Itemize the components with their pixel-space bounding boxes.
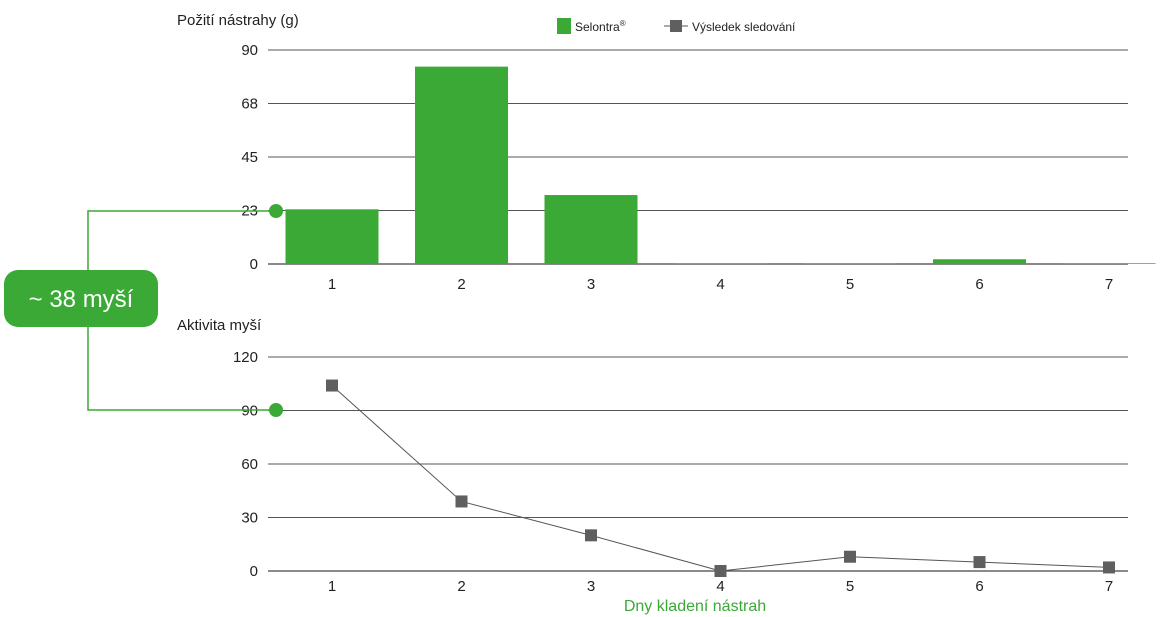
marker-day-5 — [844, 550, 856, 563]
top-y-tick-label: 0 — [250, 256, 258, 273]
bottom-gridlines — [268, 356, 1128, 572]
marker-day-3 — [585, 529, 597, 542]
annotation-bracket: ~ 38 myší — [4, 204, 283, 417]
top-bars — [285, 66, 1156, 265]
top-gridlines — [268, 49, 1128, 265]
marker-day-2 — [455, 495, 468, 508]
bottom-x-tick-label: 4 — [716, 578, 724, 595]
bar-day-4 — [674, 263, 767, 264]
bottom-x-tick-label: 3 — [587, 578, 595, 595]
bar-day-5 — [803, 263, 897, 264]
bottom-y-tick-label: 120 — [233, 349, 258, 366]
marker-day-4 — [714, 565, 727, 577]
series-line-vysledek — [331, 385, 1110, 572]
legend-label-selontra: Selontra® — [575, 19, 626, 34]
top-x-ticks: 1 2 3 4 5 6 7 — [328, 276, 1113, 293]
marker-day-1 — [326, 379, 338, 392]
bottom-y-tick-label: 30 — [241, 510, 258, 527]
top-y-tick-label: 90 — [241, 42, 258, 59]
mouse-count-label: ~ 38 myší — [29, 286, 134, 313]
top-y-tick-label: 68 — [241, 96, 258, 113]
marker-day-7 — [1103, 561, 1115, 574]
bottom-series-line — [331, 385, 1110, 572]
bottom-y-tick-label: 60 — [241, 456, 258, 473]
bottom-y-axis-label: Aktivita myší — [177, 317, 262, 334]
marker-day-6 — [973, 556, 986, 569]
top-x-tick-label: 1 — [328, 276, 336, 293]
bar-day-1 — [285, 209, 379, 264]
legend-label-vysledek: Výsledek sledování — [692, 20, 796, 34]
x-axis-title: Dny kladení nástrah — [624, 598, 766, 615]
bottom-x-tick-label: 1 — [328, 578, 336, 595]
bottom-y-tick-label: 0 — [250, 563, 258, 580]
top-x-tick-label: 6 — [975, 276, 983, 293]
top-x-tick-label: 2 — [457, 276, 465, 293]
legend: Selontra® Výsledek sledování — [557, 18, 796, 34]
mouse-count-badge — [4, 270, 158, 327]
top-x-tick-label: 4 — [716, 276, 724, 293]
legend-marker — [670, 20, 682, 32]
bottom-x-tick-label: 2 — [457, 578, 465, 595]
marker-dot-top — [269, 204, 283, 218]
bottom-x-ticks: 1 2 3 4 5 6 7 — [328, 578, 1113, 595]
bottom-y-ticks: 0 30 60 90 120 — [233, 349, 258, 580]
top-x-tick-label: 5 — [846, 276, 854, 293]
bottom-x-tick-label: 5 — [846, 578, 854, 595]
bar-day-6 — [933, 259, 1026, 264]
bar-day-3 — [544, 195, 638, 264]
marker-dot-bottom — [269, 403, 283, 417]
bottom-markers — [326, 379, 1115, 577]
top-y-tick-label: 45 — [241, 149, 258, 166]
top-y-axis-label: Požití nástrahy (g) — [177, 12, 299, 29]
bar-day-2 — [415, 66, 508, 265]
bottom-x-tick-label: 6 — [975, 578, 983, 595]
bottom-x-tick-label: 7 — [1105, 578, 1113, 595]
legend-swatch-bar — [557, 18, 571, 34]
top-x-tick-label: 7 — [1105, 276, 1113, 293]
top-x-tick-label: 3 — [587, 276, 595, 293]
bottom-y-tick-label: 90 — [241, 403, 258, 420]
bar-day-7 — [1062, 263, 1156, 264]
